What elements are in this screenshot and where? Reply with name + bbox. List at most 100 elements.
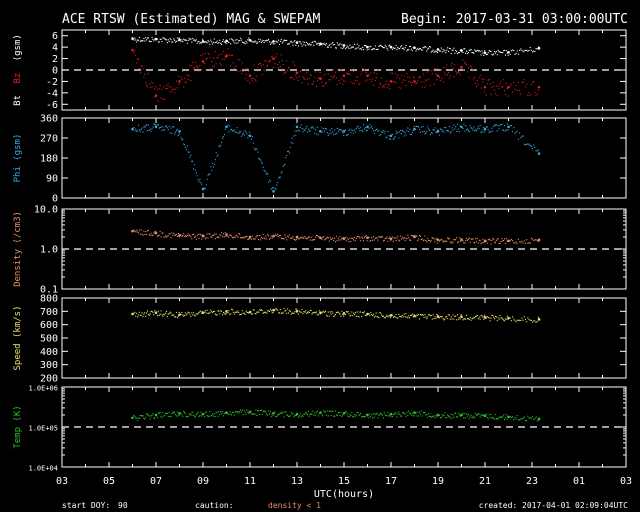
temp-scatter-dot [216, 411, 218, 413]
temp-scatter-dot [134, 416, 136, 418]
speed-scatter-dot [383, 317, 385, 319]
bz-data-point [225, 54, 228, 58]
phi-data-point [537, 152, 541, 155]
plot-title: ACE RTSW (Estimated) MAG & SWEPAM [62, 12, 320, 27]
bz-scatter-dot [457, 71, 459, 73]
bz-scatter-dot [528, 92, 530, 94]
speed-scatter-dot [172, 314, 174, 316]
speed-scatter-dot [515, 321, 517, 323]
temp-scatter-dot [473, 415, 475, 417]
bz-scatter-dot [449, 75, 451, 77]
temp-scatter-dot [190, 412, 192, 414]
phi-scatter-dot [436, 131, 438, 134]
temp-scatter-dot [316, 410, 318, 412]
bt-scatter-dot [266, 39, 268, 41]
phi-scatter-dot [399, 131, 401, 133]
bz-scatter-dot [401, 81, 403, 83]
density-scatter-dot [245, 236, 247, 238]
bt-scatter-dot [217, 42, 219, 44]
phi-scatter-dot [462, 127, 464, 129]
bt-scatter-dot [360, 47, 362, 50]
bz-scatter-dot [458, 72, 460, 74]
bt-scatter-dot [189, 39, 191, 41]
density-data-point [483, 239, 487, 243]
density-scatter-dot [471, 238, 473, 240]
speed-scatter-dot [217, 310, 219, 312]
bz-scatter-dot [178, 83, 180, 85]
bt-scatter-dot [178, 37, 180, 39]
phi-scatter-dot [348, 129, 350, 132]
temp-scatter-dot [443, 414, 445, 416]
bz-scatter-dot [206, 57, 208, 59]
temp-scatter-dot [227, 413, 229, 415]
density-scatter-dot [135, 231, 137, 233]
density-scatter-dot [520, 241, 522, 243]
phi-scatter-dot [464, 130, 466, 132]
phi-scatter-dot [455, 126, 457, 128]
bt-scatter-dot [316, 43, 318, 45]
temp-scatter-dot [383, 412, 385, 414]
bt-scatter-dot [281, 42, 283, 44]
density-scatter-dot [374, 237, 376, 239]
speed-scatter-dot [527, 317, 529, 319]
bt-scatter-dot [172, 41, 174, 43]
bz-scatter-dot [208, 53, 210, 55]
speed-scatter-dot [509, 317, 511, 319]
phi-scatter-dot [530, 145, 532, 147]
phi-scatter-dot [357, 125, 359, 127]
temp-scatter-dot [268, 413, 271, 415]
temp-scatter-dot [255, 409, 257, 411]
phi-scatter-dot [492, 130, 494, 132]
density-scatter-dot [140, 229, 142, 231]
temp-scatter-dot [285, 411, 287, 413]
bz-scatter-dot [479, 74, 481, 77]
phi-scatter-dot [197, 179, 199, 181]
bz-scatter-dot [374, 79, 376, 81]
density-scatter-dot [473, 241, 475, 244]
density-scatter-dot [227, 235, 229, 237]
temp-data-point [178, 412, 181, 415]
phi-scatter-dot [184, 144, 186, 146]
speed-scatter-dot [322, 311, 324, 313]
bz-scatter-dot [416, 82, 418, 84]
y-tick-label: 90 [46, 174, 58, 185]
density-scatter-dot [485, 240, 488, 242]
phi-scatter-dot [405, 134, 407, 136]
bz-scatter-dot [363, 69, 365, 71]
density-scatter-dot [187, 233, 189, 235]
phi-scatter-dot [334, 133, 337, 135]
bz-scatter-dot [388, 85, 390, 87]
phi-scatter-dot [229, 125, 231, 127]
speed-scatter-dot [480, 315, 482, 317]
speed-scatter-dot [274, 309, 276, 311]
speed-scatter-dot [199, 311, 201, 313]
temp-scatter-dot [425, 414, 427, 416]
temp-scatter-dot [245, 413, 247, 415]
phi-scatter-dot [317, 134, 319, 136]
density-scatter-dot [221, 236, 224, 238]
bz-scatter-dot [523, 79, 525, 81]
y-tick-label: 200 [40, 374, 58, 385]
bt-data-point [295, 41, 299, 44]
speed-scatter-dot [221, 310, 223, 313]
density-scatter-dot [236, 235, 238, 237]
bt-scatter-dot [312, 41, 314, 43]
bt-scatter-dot [185, 39, 187, 41]
phi-scatter-dot [150, 130, 152, 132]
density-scatter-dot [400, 235, 402, 237]
speed-data-point [366, 312, 369, 316]
bt-scatter-dot [140, 39, 142, 42]
speed-scatter-dot [319, 313, 321, 315]
bz-scatter-dot [312, 83, 314, 85]
temp-scatter-dot [519, 419, 521, 421]
phi-scatter-dot [302, 131, 304, 133]
bt-scatter-dot [479, 51, 481, 53]
speed-scatter-dot [304, 311, 306, 313]
phi-scatter-dot [458, 131, 460, 133]
speed-scatter-dot [263, 311, 265, 314]
density-scatter-dot [210, 236, 212, 238]
speed-scatter-dot [240, 313, 243, 315]
temp-scatter-dot [197, 411, 199, 413]
bt-scatter-dot [310, 44, 312, 46]
bz-scatter-dot [151, 86, 153, 88]
